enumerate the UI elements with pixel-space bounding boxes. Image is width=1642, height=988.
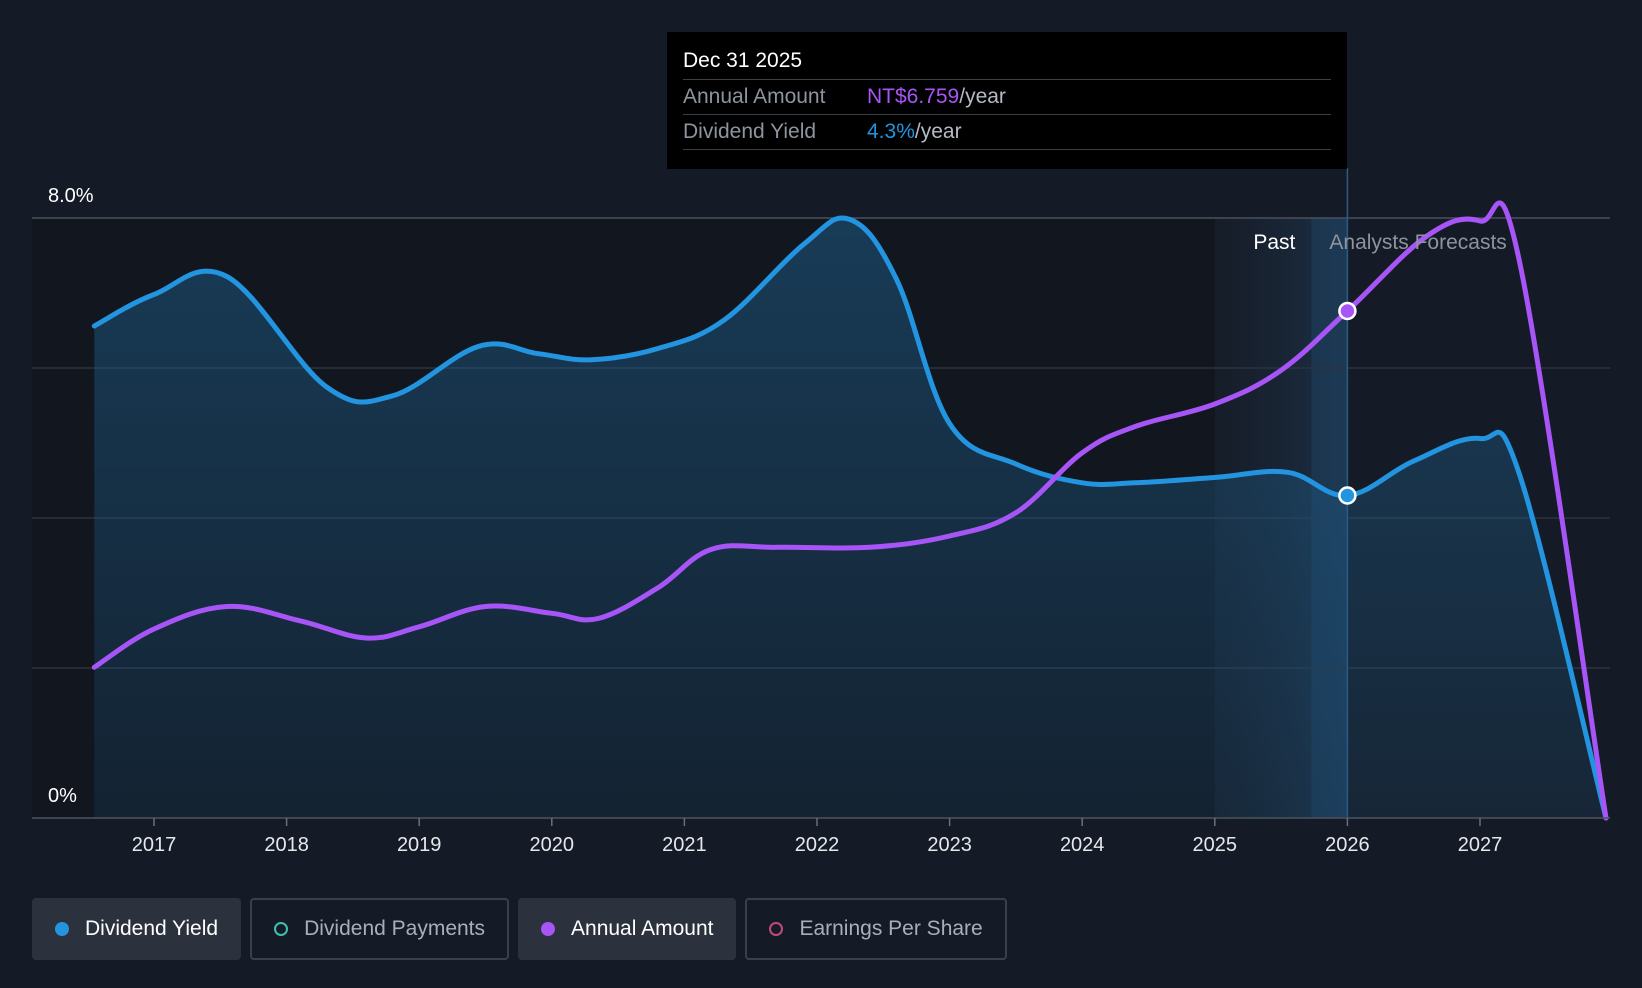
- tooltip-label: Dividend Yield: [683, 120, 817, 143]
- legend-item-annual-amount[interactable]: Annual Amount: [518, 898, 737, 960]
- legend-item-dividend-payments[interactable]: Dividend Payments: [250, 898, 510, 960]
- x-tick-label: 2022: [795, 834, 840, 856]
- legend-dot-icon: [541, 922, 556, 936]
- x-tick-label: 2017: [132, 834, 177, 856]
- dividend-yield-marker[interactable]: [1338, 486, 1357, 505]
- x-tick-label: 2018: [264, 834, 309, 856]
- y-axis-max-label: 8.0%: [48, 185, 94, 207]
- legend-label: Dividend Yield: [85, 917, 219, 940]
- legend-label: Dividend Payments: [304, 917, 486, 940]
- past-region-label: Past: [1253, 231, 1295, 254]
- legend-label: Earnings Per Share: [799, 917, 983, 940]
- legend-ring-icon: [274, 922, 289, 936]
- legend-dot-icon: [55, 922, 69, 936]
- legend-item-dividend-yield[interactable]: Dividend Yield: [32, 898, 242, 960]
- x-tick-label: 2021: [662, 834, 707, 856]
- annual-amount-line: [91, 200, 1609, 821]
- tooltip-row-annual-amount: Annual Amount NT$6.759 /year: [683, 80, 1331, 115]
- x-tick-label: 2023: [927, 834, 972, 856]
- tooltip-date: Dec 31 2025: [683, 46, 1331, 80]
- dividend-yield-line: [91, 215, 1609, 821]
- tooltip-row-dividend-yield: Dividend Yield 4.3% /year: [683, 115, 1331, 150]
- annual-amount-marker[interactable]: [1338, 301, 1357, 321]
- x-tick-label: 2019: [397, 834, 442, 856]
- x-tick-label: 2027: [1458, 834, 1503, 856]
- tooltip-unit: /year: [959, 85, 1006, 108]
- tooltip-value: 4.3%: [867, 120, 915, 143]
- dividend-yield-area: [94, 217, 1606, 819]
- chart-legend: Dividend Yield Dividend Payments Annual …: [32, 898, 1007, 960]
- x-tick-label: 2024: [1060, 834, 1105, 856]
- legend-label: Annual Amount: [571, 917, 714, 940]
- tooltip-label: Annual Amount: [683, 85, 826, 108]
- x-tick-label: 2026: [1325, 834, 1370, 856]
- y-axis-min-label: 0%: [48, 785, 77, 807]
- legend-item-earnings-per-share[interactable]: Earnings Per Share: [745, 898, 1007, 960]
- tooltip-unit: /year: [914, 120, 962, 143]
- x-tick-label: 2025: [1193, 834, 1238, 856]
- x-tick-label: 2020: [530, 834, 575, 856]
- legend-ring-icon: [769, 922, 784, 936]
- x-axis-ticks: 2017 2018 2019 2020 2021 2022 2023 2024 2025 2026…: [132, 818, 1503, 856]
- chart-tooltip: Dec 31 2025 Annual Amount NT$6.759 /year…: [667, 32, 1347, 169]
- tooltip-value: NT$6.759: [867, 85, 960, 108]
- forecast-region-label: Analysts Forecasts: [1329, 231, 1506, 254]
